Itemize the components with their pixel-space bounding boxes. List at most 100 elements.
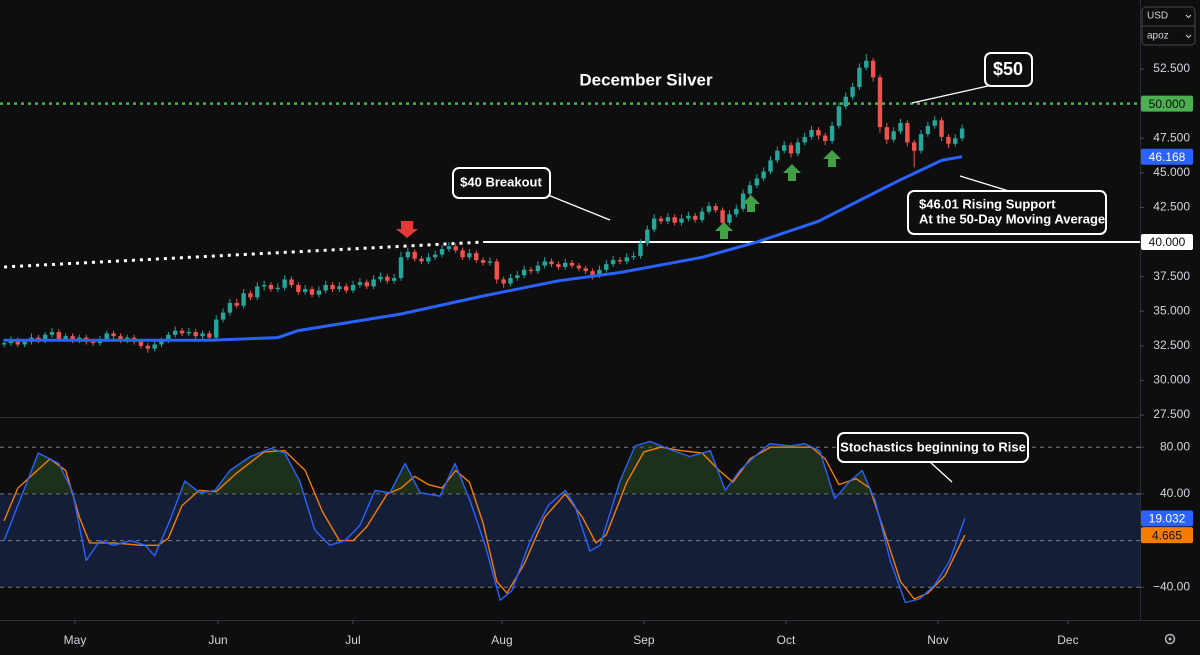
candle-body [337, 286, 342, 290]
currency-dropdown[interactable]: USD [1147, 11, 1168, 22]
candle-body [720, 210, 725, 223]
candle-body [686, 215, 691, 219]
candle-body [166, 334, 171, 341]
candle-body [843, 96, 848, 107]
candle-body [350, 284, 356, 291]
candle-body [556, 264, 561, 267]
candle-body [672, 217, 677, 223]
up-arrow [823, 150, 841, 167]
candle-body [829, 125, 835, 142]
candle-body [734, 208, 739, 215]
candle-body [323, 284, 328, 291]
y-tick-label: 27.500 [1153, 407, 1190, 421]
candle-body [528, 269, 534, 272]
up-arrow [783, 164, 801, 181]
settings-icon-center[interactable] [1168, 637, 1172, 641]
unit-selector: USD apoz [1141, 6, 1196, 46]
candle-body [138, 341, 144, 346]
candle-body [316, 290, 322, 295]
candle-body [344, 286, 349, 291]
candle-body [953, 138, 958, 144]
up-arrow [715, 222, 733, 239]
candle-body [809, 129, 814, 137]
up-arrow [742, 195, 760, 212]
y-tick-label: 52.500 [1153, 61, 1190, 75]
candle-body [241, 293, 246, 306]
candle-body [275, 287, 281, 290]
stochastic-line [3, 446, 966, 600]
candle-body [214, 319, 219, 338]
callout-text: $46.01 Rising Support [919, 196, 1056, 211]
candle-body [118, 336, 123, 341]
candle-body [932, 120, 937, 126]
candle-body [412, 251, 417, 259]
y-tick-label: 40.00 [1160, 486, 1190, 500]
y-tick-label: 80.00 [1160, 439, 1190, 453]
callout-box [984, 52, 1033, 87]
candle-body [289, 279, 294, 285]
x-tick-label: Dec [1057, 633, 1078, 647]
candle-body [679, 218, 684, 223]
candle-body [432, 254, 438, 258]
x-tick-label: Jul [345, 633, 360, 647]
candle-body [439, 248, 445, 255]
candle-body [781, 145, 787, 151]
candle-body [597, 269, 602, 276]
callout-pointer [911, 85, 989, 104]
chart-title: December Silver [579, 70, 713, 89]
candle-body [802, 136, 807, 143]
candle-body [309, 289, 315, 295]
candle-body [747, 185, 753, 194]
y-tick-label: 37.500 [1153, 269, 1190, 283]
candle-body [638, 243, 643, 256]
value-badge-label: 4.665 [1152, 528, 1182, 542]
candle-body [761, 171, 766, 179]
price-level-badge [1141, 234, 1193, 251]
y-tick-label: 47.500 [1153, 130, 1190, 144]
x-tick-label: Oct [777, 633, 796, 647]
x-tick-label: Nov [927, 633, 948, 647]
candle-body [453, 246, 458, 251]
callout-text: $50 [993, 59, 1023, 79]
candle-body [364, 282, 369, 287]
chevron[interactable] [1185, 34, 1192, 39]
candle-body [179, 330, 185, 334]
unit-dropdown[interactable]: apoz [1147, 31, 1169, 42]
callout-text: Stochastics beginning to Rise [840, 439, 1026, 454]
candle-body [549, 261, 554, 265]
callout-box [837, 432, 1029, 463]
candle-body [385, 276, 390, 281]
settings-icon[interactable] [1164, 633, 1176, 645]
candle-body [576, 265, 582, 269]
settings-button[interactable] [1164, 633, 1176, 645]
candle-body [234, 302, 239, 306]
candle-body [446, 246, 452, 249]
candle-body [911, 142, 917, 151]
ma-badge [1141, 148, 1193, 165]
callout-text: $40 Breakout [460, 174, 542, 189]
candle-body [521, 269, 527, 276]
candle-body [296, 284, 301, 292]
candle-body [111, 333, 116, 337]
candle-body [925, 125, 931, 135]
callout-text: At the 50-Day Moving Average [919, 211, 1105, 226]
candle-body [15, 340, 20, 345]
candle-body [898, 123, 903, 132]
candle-body [604, 264, 609, 270]
chevron[interactable] [1185, 14, 1192, 19]
candle-body [220, 312, 226, 320]
candle-body [590, 271, 595, 276]
candle-body [268, 284, 274, 290]
value-badge [1141, 527, 1193, 544]
candle-body [864, 60, 869, 68]
candle-body [419, 258, 424, 262]
candle-body [693, 215, 698, 220]
candle-body [104, 333, 109, 339]
callout-pointer [959, 175, 1013, 193]
candle-body [617, 260, 623, 262]
candle-body [56, 332, 62, 339]
y-tick-label: 42.500 [1153, 200, 1190, 214]
candle-body [631, 255, 636, 258]
candle-body [207, 333, 212, 338]
